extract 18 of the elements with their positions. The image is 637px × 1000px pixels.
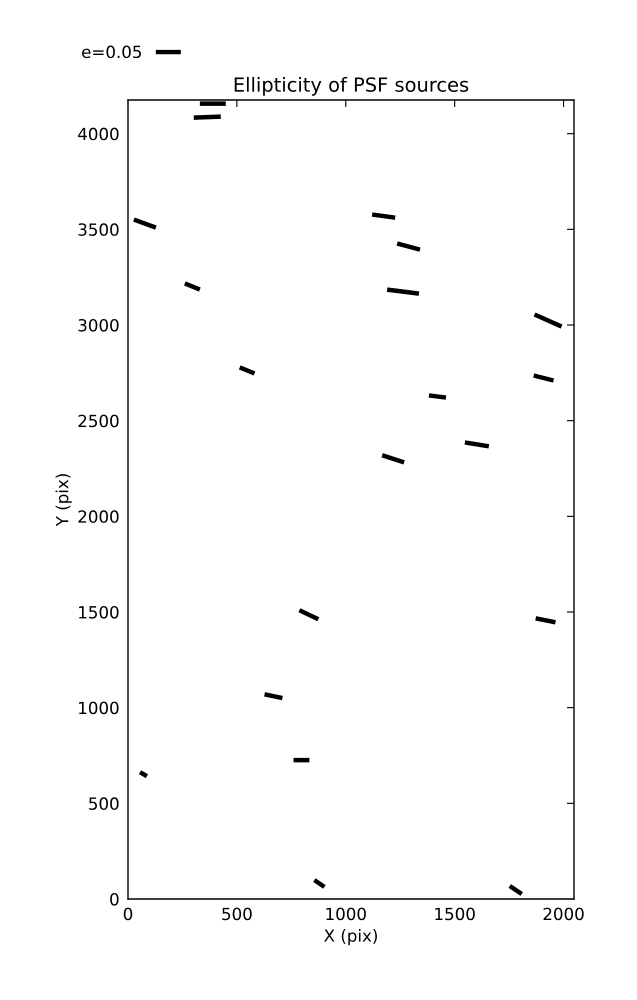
y-tick-label: 2000 <box>78 510 119 523</box>
chart-title: Ellipticity of PSF sources <box>234 76 468 96</box>
y-tick-label: 1000 <box>79 702 119 714</box>
y-tick-label: 500 <box>89 797 119 810</box>
y-tick-label: 1500 <box>79 606 119 619</box>
y-tick-label: 3000 <box>78 318 119 332</box>
y-tick-label: 2500 <box>78 414 119 428</box>
x-axis-title: X (pix) <box>324 929 377 946</box>
x-tick-label: 2000 <box>544 908 584 920</box>
x-tick-label: 1500 <box>435 908 475 920</box>
x-tick-label: 500 <box>222 908 252 920</box>
x-tick-label: 0 <box>124 908 132 920</box>
x-tick-label: 1000 <box>326 908 366 920</box>
legend-label: e=0.05 <box>82 46 142 58</box>
y-tick-label: 4000 <box>78 128 119 140</box>
y-tick-label: 0 <box>110 892 119 906</box>
y-axis-title: Y (pix) <box>56 474 72 526</box>
y-tick-label: 3500 <box>78 223 119 236</box>
